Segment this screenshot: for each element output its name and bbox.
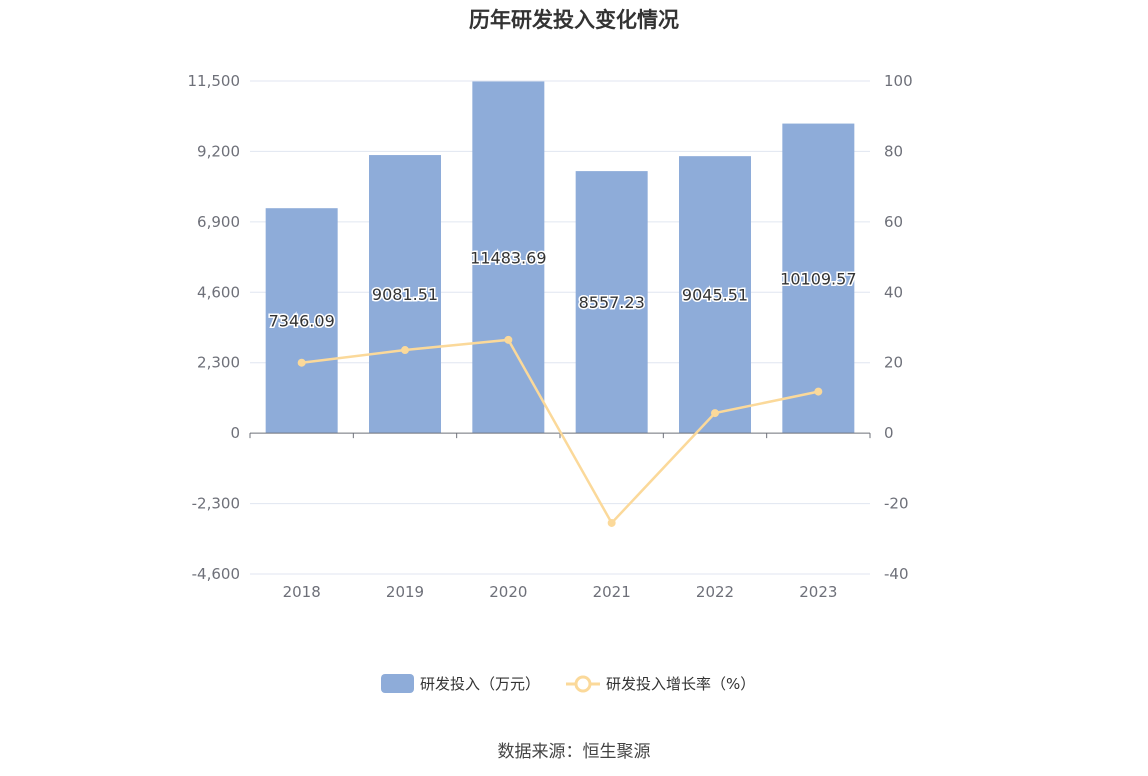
bar-value-label: 9045.51 [682, 286, 748, 305]
bar-value-label: 11483.69 [470, 248, 546, 267]
y-right-tick-label: 0 [884, 424, 894, 442]
y-left-tick-label: 0 [230, 424, 240, 442]
line-point [711, 409, 719, 418]
bar [782, 123, 855, 434]
legend-bar-swatch[interactable] [381, 674, 414, 693]
line-point [607, 518, 616, 527]
y-right-tick-label: 40 [884, 283, 903, 301]
legend-line-marker [574, 675, 592, 693]
bar-labels: 7346.09 9081.51 11483.69 8557.23 9045.51 1010… [267, 247, 858, 332]
x-tick-label: 2022 [696, 583, 734, 601]
y-right-tick-label: 80 [884, 142, 903, 160]
x-tick-label: 2019 [386, 583, 424, 601]
bar-value-label: 8557.23 [579, 293, 645, 312]
y-left-tick-label: 6,900 [197, 213, 240, 231]
line-point [297, 358, 306, 367]
bar-value-label: 7346.09 [269, 312, 335, 331]
bar [575, 171, 648, 434]
bar [472, 81, 545, 434]
bar-value-label: 10109.57 [780, 269, 856, 288]
y-right-tick-label: 100 [884, 72, 913, 90]
y-right-tick-label: -20 [884, 495, 909, 513]
line-point [504, 335, 513, 344]
legend: 研发投入（万元） 研发投入增长率（%） [381, 674, 755, 693]
y-left-tick-label: -4,600 [192, 565, 240, 583]
chart-title: 历年研发投入变化情况 [469, 8, 679, 32]
bar [369, 155, 441, 434]
bar [679, 156, 751, 434]
bar-series [265, 81, 855, 434]
y-right-tick-label: -40 [884, 565, 909, 583]
y-left-tick-label: -2,300 [192, 495, 240, 513]
y-left-tick-label: 9,200 [197, 142, 240, 160]
grid-lines [250, 80, 870, 575]
x-tick-label: 2018 [283, 583, 321, 601]
line-point [401, 346, 409, 355]
y-axis-left: -4,600 -2,300 0 2,300 4,600 6,900 9,200 11,500 [188, 72, 241, 583]
y-right-tick-label: 60 [884, 213, 903, 231]
y-right-tick-label: 20 [884, 354, 903, 372]
legend-line-label[interactable]: 研发投入增长率（%） [606, 675, 755, 693]
y-left-tick-label: 2,300 [197, 354, 240, 372]
y-left-tick-label: 4,600 [197, 283, 240, 301]
y-axis-right: -40 -20 0 20 40 60 80 100 [884, 72, 913, 583]
x-tick-label: 2021 [593, 583, 631, 601]
line-point [814, 387, 823, 396]
x-tick-label: 2023 [799, 583, 837, 601]
data-source: 数据来源：恒生聚源 [497, 742, 651, 762]
legend-bar-label[interactable]: 研发投入（万元） [420, 675, 540, 693]
bar-value-label: 9081.51 [372, 285, 438, 304]
growth-line [301, 338, 819, 526]
line-series [297, 335, 823, 527]
y-left-tick-label: 11,500 [188, 72, 241, 90]
x-tick-label: 2020 [489, 583, 527, 601]
x-axis-labels: 2018 2019 2020 2021 2022 2023 [283, 583, 838, 601]
bar [265, 208, 338, 434]
